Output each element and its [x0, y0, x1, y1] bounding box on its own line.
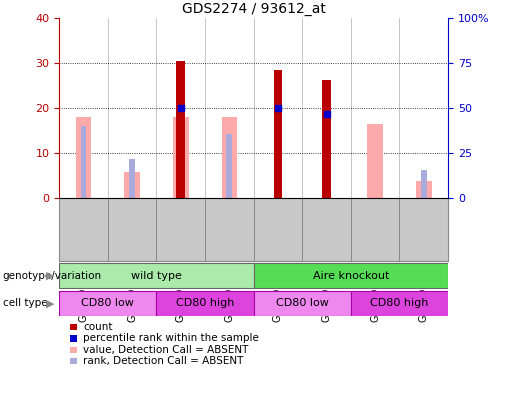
Text: CD80 high: CD80 high	[176, 298, 234, 308]
Bar	[76, 117, 91, 198]
Text: CD80 low: CD80 low	[81, 298, 134, 308]
Bar	[227, 134, 232, 198]
Bar	[253, 290, 351, 316]
Bar	[351, 290, 448, 316]
Text: Aire knockout: Aire knockout	[313, 271, 389, 281]
Text: ▶: ▶	[45, 271, 54, 281]
Text: CD80 low: CD80 low	[276, 298, 329, 308]
Bar	[124, 172, 140, 198]
Bar	[273, 70, 282, 198]
Bar	[176, 61, 185, 198]
Text: rank, Detection Call = ABSENT: rank, Detection Call = ABSENT	[83, 356, 244, 366]
Bar	[253, 263, 448, 288]
Text: value, Detection Call = ABSENT: value, Detection Call = ABSENT	[83, 345, 249, 355]
Text: ▶: ▶	[45, 298, 54, 308]
Title: GDS2274 / 93612_at: GDS2274 / 93612_at	[182, 2, 325, 16]
Bar	[173, 117, 188, 198]
Bar	[421, 170, 426, 198]
Text: wild type: wild type	[131, 271, 182, 281]
Bar	[416, 181, 432, 198]
Bar	[129, 159, 135, 198]
Text: count: count	[83, 322, 113, 332]
Bar	[322, 80, 331, 198]
Bar	[81, 126, 87, 198]
Bar	[59, 263, 253, 288]
Text: percentile rank within the sample: percentile rank within the sample	[83, 333, 260, 343]
Bar	[221, 117, 237, 198]
Bar	[59, 290, 157, 316]
Text: CD80 high: CD80 high	[370, 298, 428, 308]
Text: cell type: cell type	[3, 298, 47, 308]
Text: genotype/variation: genotype/variation	[3, 271, 101, 281]
Bar	[157, 290, 253, 316]
Bar	[367, 124, 383, 198]
